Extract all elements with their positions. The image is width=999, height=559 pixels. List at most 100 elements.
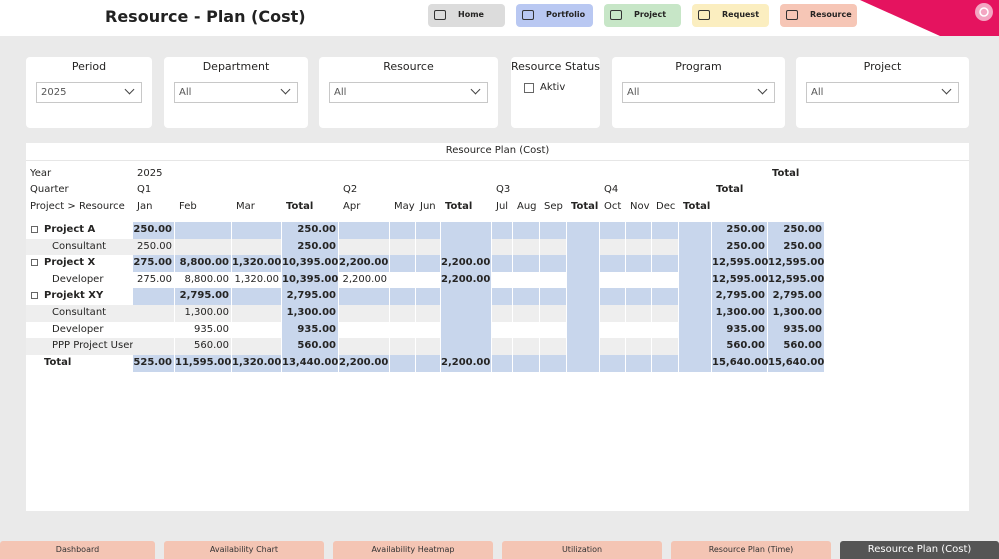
cell-value: 1,320.00	[234, 273, 279, 285]
cell	[652, 255, 679, 273]
row-label-cell	[26, 238, 133, 256]
checkbox[interactable]	[524, 83, 534, 93]
nav-button[interactable]: Home	[428, 4, 505, 27]
tab[interactable]: Resource Plan (Time)	[671, 541, 831, 559]
cell	[492, 255, 513, 273]
cell	[416, 238, 441, 256]
dropdown[interactable]: All	[174, 82, 298, 103]
tab[interactable]: Utilization	[502, 541, 662, 559]
cell	[390, 288, 416, 306]
cell	[712, 354, 768, 372]
tab[interactable]: Dashboard	[0, 541, 155, 559]
cell-value: 8,800.00	[179, 257, 229, 269]
dropdown-value: All	[334, 87, 347, 98]
tab-label: Availability Chart	[209, 545, 279, 554]
cell	[600, 354, 626, 372]
cell-value: 12,595.00	[712, 273, 769, 285]
divider	[26, 160, 969, 161]
dropdown[interactable]: 2025	[36, 82, 142, 103]
cell	[679, 288, 712, 306]
nav-button[interactable]: Project	[604, 4, 681, 27]
checkbox-label: Aktiv	[540, 82, 566, 93]
row-label-cell	[26, 321, 133, 339]
row-label: Total	[44, 356, 72, 368]
cell	[175, 271, 232, 289]
nav-icon	[610, 10, 622, 20]
cell	[282, 222, 339, 239]
filter-card: Period 2025	[26, 57, 152, 128]
cell	[339, 354, 390, 372]
expand-icon[interactable]	[31, 259, 38, 267]
cell	[540, 222, 567, 239]
nav-button[interactable]: Request	[692, 4, 769, 27]
cell-value: 2,200.00	[342, 273, 387, 285]
nav-button[interactable]: Resource	[780, 4, 857, 27]
cell-value: 250.00	[133, 224, 172, 235]
cell	[626, 354, 652, 372]
cell	[679, 338, 712, 356]
column-header: Total	[571, 201, 599, 212]
cell	[339, 305, 390, 322]
cell	[626, 238, 652, 256]
dropdown-arrow	[757, 84, 768, 95]
filter-label: Resource	[383, 60, 434, 73]
cell	[712, 255, 768, 273]
column-header: Total	[286, 201, 314, 212]
cell	[441, 238, 492, 256]
cell-value: 560.00	[297, 340, 336, 352]
cell	[540, 288, 567, 306]
column-header: Q2	[343, 184, 358, 195]
dropdown[interactable]: All	[806, 82, 959, 103]
cell	[600, 255, 626, 273]
cell-value: 275.00	[133, 257, 172, 269]
cell	[567, 321, 600, 339]
cell	[540, 238, 567, 256]
cell	[540, 321, 567, 339]
tab[interactable]: Availability Heatmap	[333, 541, 493, 559]
cell	[175, 288, 232, 306]
cell	[282, 271, 339, 289]
row-label: Consultant	[52, 240, 107, 252]
filter-label: Program	[675, 60, 722, 73]
cell	[416, 321, 441, 339]
cell-value: 2,200.00	[339, 356, 389, 368]
cell	[712, 271, 768, 289]
cell	[626, 222, 652, 239]
dropdown[interactable]: All	[329, 82, 488, 103]
cell-value: 12,595.00	[768, 257, 825, 269]
cell	[768, 288, 825, 306]
cell-value: 1,300.00	[715, 307, 765, 318]
tab[interactable]: Resource Plan (Cost)	[840, 541, 999, 559]
cell	[513, 354, 540, 372]
nav-label: Portfolio	[546, 10, 586, 19]
expand-icon[interactable]	[31, 292, 38, 300]
nav-label: Project	[634, 10, 667, 19]
cell	[567, 305, 600, 322]
cell-value: 2,200.00	[441, 257, 491, 269]
cell	[567, 271, 600, 289]
dropdown[interactable]: All	[622, 82, 775, 103]
cell-value: 250.00	[726, 240, 765, 252]
cell	[513, 222, 540, 239]
cell	[339, 238, 390, 256]
cell	[282, 321, 339, 339]
row-label-cell	[26, 271, 133, 289]
column-header: Mar	[236, 201, 255, 212]
tab[interactable]: Availability Chart	[164, 541, 324, 559]
expand-icon[interactable]	[31, 226, 38, 233]
cell	[567, 255, 600, 273]
cell	[441, 321, 492, 339]
cell	[492, 338, 513, 356]
cell	[492, 288, 513, 306]
cell	[712, 222, 768, 239]
cell	[540, 354, 567, 372]
nav-button[interactable]: Portfolio	[516, 4, 593, 27]
cell	[712, 288, 768, 306]
cell-value: 935.00	[297, 323, 336, 335]
cell	[175, 255, 232, 273]
cell	[282, 238, 339, 256]
cell	[679, 271, 712, 289]
cell	[513, 338, 540, 356]
cell	[626, 338, 652, 356]
